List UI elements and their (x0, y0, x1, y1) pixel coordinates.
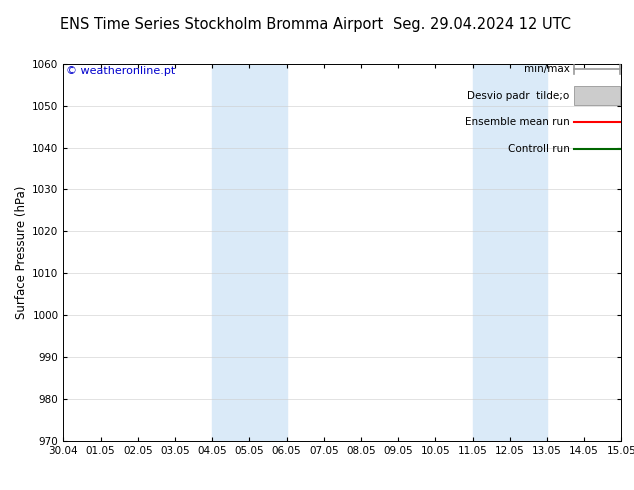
Text: © weatheronline.pt: © weatheronline.pt (66, 66, 176, 75)
Text: Ensemble mean run: Ensemble mean run (465, 117, 569, 127)
Text: Seg. 29.04.2024 12 UTC: Seg. 29.04.2024 12 UTC (393, 17, 571, 32)
Text: min/max: min/max (524, 64, 569, 74)
Text: ENS Time Series Stockholm Bromma Airport: ENS Time Series Stockholm Bromma Airport (60, 17, 384, 32)
Bar (574, 86, 620, 105)
Bar (212, 64, 287, 441)
Text: Controll run: Controll run (508, 144, 569, 153)
Text: Desvio padr  tilde;o: Desvio padr tilde;o (467, 91, 569, 101)
Bar (472, 64, 547, 441)
Y-axis label: Surface Pressure (hPa): Surface Pressure (hPa) (15, 186, 28, 319)
